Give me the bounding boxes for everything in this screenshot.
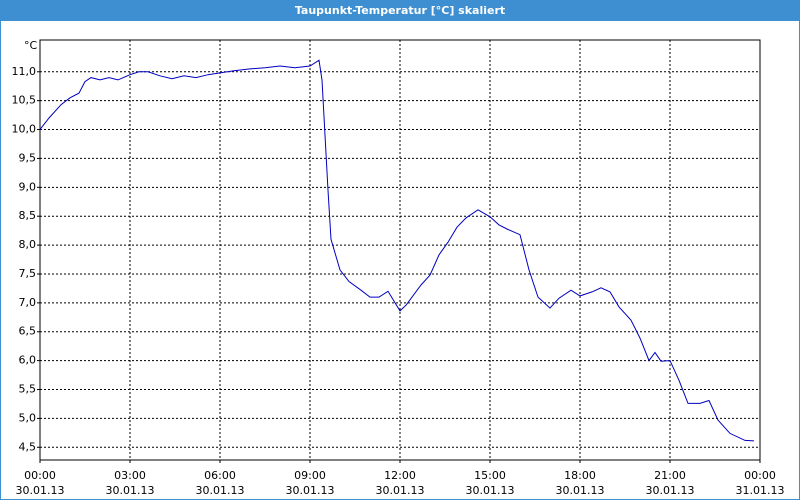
x-tick-label: 21:00 — [654, 469, 686, 482]
x-tick-label: 09:00 — [294, 469, 326, 482]
y-tick-label: 5,5 — [19, 383, 37, 396]
title-bar — [0, 0, 800, 21]
y-tick-label: 6,5 — [19, 325, 37, 338]
x-tick-label: 15:00 — [474, 469, 506, 482]
x-tick-date: 30.01.13 — [16, 484, 65, 497]
y-tick-label: 9,0 — [19, 180, 37, 193]
y-tick-label: 7,5 — [19, 267, 37, 280]
x-tick-label: 12:00 — [384, 469, 416, 482]
x-tick-date: 30.01.13 — [196, 484, 245, 497]
x-tick-date: 30.01.13 — [376, 484, 425, 497]
y-tick-label: 6,0 — [19, 354, 37, 367]
x-tick-label: 00:00 — [24, 469, 56, 482]
y-tick-label: 4,5 — [19, 440, 37, 453]
x-tick-date: 30.01.13 — [286, 484, 335, 497]
y-tick-label: 8,5 — [19, 209, 37, 222]
x-tick-label: 00:00 — [744, 469, 776, 482]
chart-title: Taupunkt-Temperatur [°C] skaliert — [295, 4, 505, 17]
x-tick-date: 30.01.13 — [106, 484, 155, 497]
x-tick-date: 30.01.13 — [556, 484, 605, 497]
x-tick-date: 30.01.13 — [646, 484, 695, 497]
y-tick-label: 10,5 — [12, 94, 37, 107]
y-unit: °C — [24, 39, 38, 52]
data-line — [39, 59, 755, 442]
y-tick-label: 9,5 — [19, 151, 37, 164]
x-tick-date: 31.01.13 — [736, 484, 785, 497]
x-tick-label: 06:00 — [204, 469, 236, 482]
y-tick-label: 5,0 — [19, 411, 37, 424]
y-tick-label: 11,0 — [12, 65, 37, 78]
x-tick-label: 03:00 — [114, 469, 146, 482]
y-tick-label: 10,0 — [12, 123, 37, 136]
x-tick-date: 30.01.13 — [466, 484, 515, 497]
y-tick-label: 8,0 — [19, 238, 37, 251]
x-tick-label: 18:00 — [564, 469, 596, 482]
y-tick-label: 7,0 — [19, 296, 37, 309]
